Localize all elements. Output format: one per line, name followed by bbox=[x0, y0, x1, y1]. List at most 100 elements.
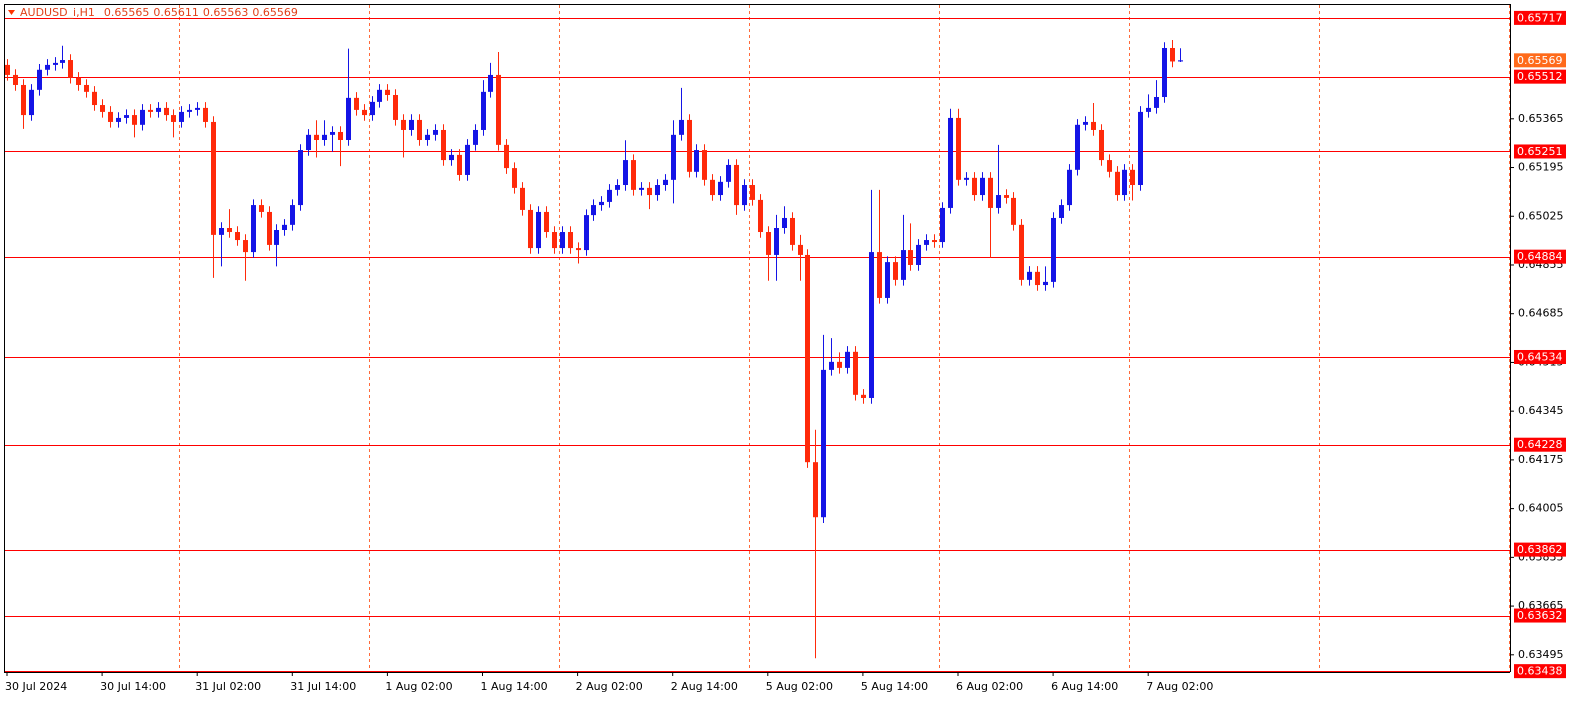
candle-body bbox=[362, 109, 367, 116]
candle-body bbox=[45, 64, 50, 70]
level-label: 0.63632 bbox=[1517, 609, 1563, 622]
candle-body bbox=[901, 250, 906, 280]
candle-body bbox=[1004, 195, 1009, 198]
candle-body bbox=[623, 160, 628, 186]
candle-body bbox=[377, 89, 382, 102]
candle-body bbox=[1027, 271, 1032, 280]
candle-body bbox=[76, 77, 81, 85]
candle-body bbox=[100, 105, 105, 112]
candle-body bbox=[1011, 197, 1016, 225]
candle-body bbox=[219, 228, 224, 235]
level-label: 0.63438 bbox=[1517, 665, 1563, 678]
x-tick-label: 1 Aug 14:00 bbox=[481, 680, 548, 693]
level-box bbox=[1514, 349, 1566, 364]
level-label: 0.64228 bbox=[1517, 438, 1563, 451]
candle-body bbox=[203, 107, 208, 122]
current-price-box bbox=[1514, 53, 1566, 68]
candle-body bbox=[227, 228, 232, 233]
candle-body bbox=[148, 109, 153, 112]
candle-body bbox=[853, 351, 858, 395]
candle-body bbox=[84, 84, 89, 92]
candle-body bbox=[140, 109, 145, 125]
candle-body bbox=[798, 244, 803, 255]
candle-body bbox=[671, 134, 676, 180]
candle-body bbox=[330, 131, 335, 135]
candle-body bbox=[60, 60, 65, 63]
header-close: 0.65569 bbox=[252, 6, 298, 19]
candle-body bbox=[702, 150, 707, 180]
candle-body bbox=[726, 164, 731, 182]
candle-body bbox=[591, 205, 596, 216]
candle-body bbox=[53, 62, 58, 65]
x-tick-label: 1 Aug 02:00 bbox=[385, 680, 452, 693]
candle-body bbox=[441, 129, 446, 161]
candle-body bbox=[924, 240, 929, 245]
candle-body bbox=[132, 115, 137, 125]
candle-body bbox=[92, 91, 97, 106]
candle-body bbox=[837, 361, 842, 368]
candle-body bbox=[504, 144, 509, 169]
candle-body bbox=[171, 115, 176, 122]
candle-body bbox=[401, 119, 406, 130]
candle-body bbox=[1130, 169, 1135, 186]
x-tick-label: 2 Aug 02:00 bbox=[576, 680, 643, 693]
candle-body bbox=[639, 187, 644, 190]
candle-body bbox=[980, 177, 985, 196]
level-label: 0.64884 bbox=[1517, 250, 1563, 263]
candle-body bbox=[1170, 47, 1175, 62]
candle-body bbox=[251, 205, 256, 253]
candle-body bbox=[536, 211, 541, 249]
candle-body bbox=[314, 134, 319, 141]
candle-body bbox=[124, 115, 129, 118]
candle-body bbox=[5, 64, 10, 75]
x-tick-label: 30 Jul 2024 bbox=[5, 680, 67, 693]
x-tick-label: 5 Aug 02:00 bbox=[766, 680, 833, 693]
candle-body bbox=[687, 119, 692, 172]
candle-body bbox=[1067, 169, 1072, 206]
candle-body bbox=[988, 177, 993, 208]
candle-body bbox=[663, 179, 668, 186]
candle-body bbox=[21, 84, 26, 116]
level-box bbox=[1514, 437, 1566, 452]
y-tick-label: 0.64685 bbox=[1518, 307, 1564, 320]
header: AUDUSD_i,H1 0.65565 0.65611 0.65563 0.65569 bbox=[20, 6, 298, 19]
candle-body bbox=[282, 224, 287, 231]
candle-body bbox=[354, 97, 359, 110]
candle-body bbox=[1083, 121, 1088, 125]
candle-body bbox=[449, 154, 454, 161]
candle-body bbox=[409, 119, 414, 130]
candle-body bbox=[964, 177, 969, 180]
candle-body bbox=[1019, 224, 1024, 280]
candle-body bbox=[560, 232, 565, 249]
candle-body bbox=[956, 117, 961, 180]
candle-body bbox=[267, 211, 272, 245]
candle-body bbox=[108, 111, 113, 122]
x-tick-label: 5 Aug 14:00 bbox=[861, 680, 928, 693]
candle-body bbox=[782, 217, 787, 229]
candle-body bbox=[393, 95, 398, 120]
candle-body bbox=[718, 181, 723, 196]
candle-body bbox=[694, 150, 699, 172]
candle-body bbox=[1043, 281, 1048, 286]
candle-body bbox=[1091, 121, 1096, 130]
candle-body bbox=[235, 232, 240, 241]
candle-body bbox=[457, 154, 462, 175]
candle-body bbox=[805, 254, 810, 463]
level-label: 0.65512 bbox=[1517, 70, 1563, 83]
candle-body bbox=[211, 121, 216, 235]
candle-body bbox=[829, 361, 834, 370]
y-tick-label: 0.64345 bbox=[1518, 404, 1564, 417]
candle-body bbox=[116, 117, 121, 122]
candle-body bbox=[322, 134, 327, 141]
candle-body bbox=[972, 177, 977, 196]
candle-body bbox=[37, 69, 42, 90]
candle-body bbox=[758, 199, 763, 233]
candle-body bbox=[940, 207, 945, 243]
x-tick-label: 7 Aug 02:00 bbox=[1146, 680, 1213, 693]
y-tick-label: 0.65365 bbox=[1518, 112, 1564, 125]
level-box bbox=[1514, 10, 1566, 25]
candle-body bbox=[417, 119, 422, 141]
